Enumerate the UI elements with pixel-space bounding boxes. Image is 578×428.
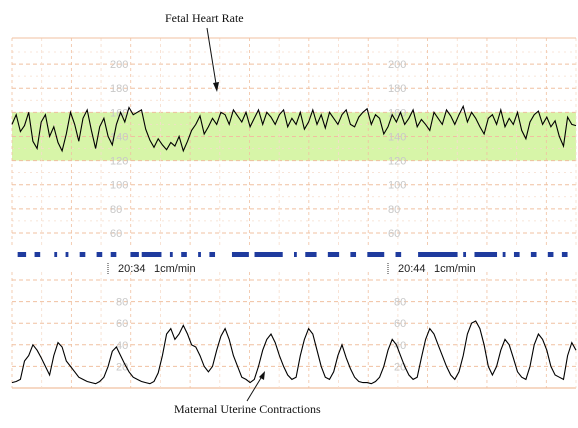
fhr-grid [11, 37, 577, 247]
event-marker [181, 252, 187, 257]
fhr-tick-label: 100 [110, 180, 128, 192]
event-marker [350, 252, 357, 257]
event-marker [305, 252, 317, 257]
paper-speed-label: 1cm/min [154, 263, 196, 275]
fhr-tick-label: 60 [388, 228, 400, 240]
fhr-tick-label: 60 [110, 228, 122, 240]
fhr-tick-label: 180 [110, 83, 128, 95]
event-marker [254, 252, 283, 257]
event-marker [79, 252, 86, 257]
fhr-annotation-arrow [206, 27, 218, 91]
event-marker [141, 252, 162, 257]
event-marker [463, 252, 467, 257]
fhr-tick-label: 160 [110, 107, 128, 119]
event-marker-strip [17, 252, 568, 257]
event-marker [395, 252, 402, 257]
event-marker [474, 252, 498, 257]
time-label: 20:34 [118, 263, 146, 275]
fhr-tick-label: 100 [388, 180, 406, 192]
event-marker [530, 252, 537, 257]
event-marker [65, 252, 69, 257]
time-label: 20:44 [398, 263, 426, 275]
fhr-annotation-label: Fetal Heart Rate [165, 11, 244, 25]
uc-tick-label: 60 [116, 318, 128, 330]
event-marker [294, 252, 297, 257]
event-marker [110, 252, 117, 257]
event-marker [502, 252, 506, 257]
fhr-series-line [11, 104, 577, 153]
event-marker [209, 252, 216, 257]
uc-tick-label: 20 [394, 361, 406, 373]
time-label-row: 20:34 1cm/min 20:44 1cm/min [107, 263, 476, 275]
fhr-tick-labels: 2001801601401201008060200180160140120100… [110, 59, 406, 240]
uc-tick-label: 80 [394, 297, 406, 309]
event-marker [561, 252, 568, 257]
uc-annotation-arrowhead [259, 371, 265, 380]
fhr-tick-label: 200 [110, 59, 128, 71]
event-marker [17, 252, 27, 257]
event-marker [54, 252, 58, 257]
fhr-tick-label: 180 [388, 83, 406, 95]
fhr-tick-label: 140 [388, 131, 406, 143]
event-marker [547, 252, 554, 257]
event-marker [169, 252, 173, 257]
fhr-tick-label: 120 [388, 156, 406, 168]
event-marker [34, 252, 41, 257]
paper-speed-label: 1cm/min [434, 263, 476, 275]
event-marker [418, 252, 458, 257]
fhr-tick-label: 80 [110, 204, 122, 216]
fhr-tick-label: 80 [388, 204, 400, 216]
uc-tick-label: 60 [394, 318, 406, 330]
uc-grid [11, 272, 577, 389]
event-marker [327, 252, 340, 257]
uc-tick-label: 40 [116, 340, 128, 352]
uc-annotation-label: Maternal Uterine Contractions [174, 402, 321, 416]
event-marker [513, 252, 520, 257]
event-marker [367, 252, 385, 257]
uc-series-line [11, 320, 577, 385]
fhr-tick-label: 200 [388, 59, 406, 71]
event-marker [130, 252, 139, 257]
fhr-tick-label: 120 [110, 156, 128, 168]
uc-tick-label: 40 [394, 340, 406, 352]
event-marker [96, 252, 103, 257]
event-marker [198, 252, 201, 257]
uc-tick-label: 80 [116, 297, 128, 309]
event-marker [231, 252, 249, 257]
fhr-annotation-arrowhead [213, 82, 219, 92]
